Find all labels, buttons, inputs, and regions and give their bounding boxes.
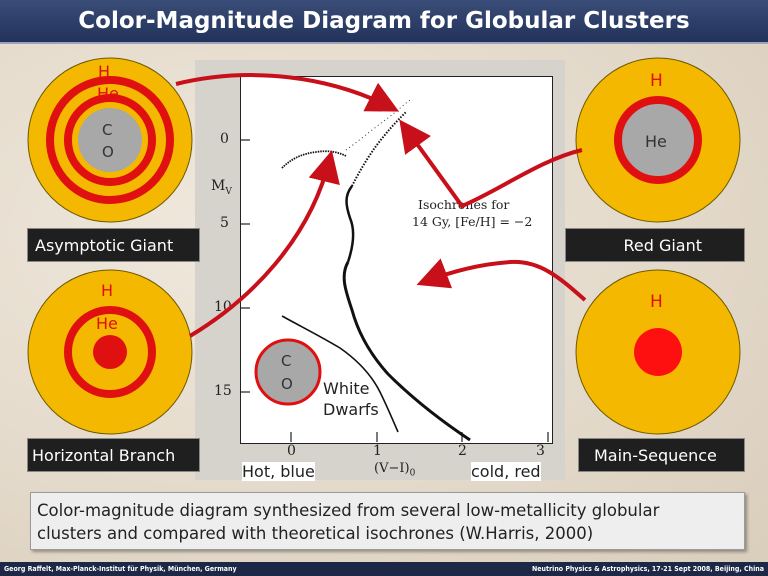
red-giant-branch bbox=[351, 111, 407, 187]
x-tick-label: 3 bbox=[536, 443, 545, 459]
asymptotic-giant-label: Asymptotic Giant bbox=[27, 228, 200, 262]
slide-title: Color-Magnitude Diagram for Globular Clu… bbox=[0, 0, 768, 44]
ms-shell-h-label: H bbox=[650, 292, 663, 312]
y-tick-label: 5 bbox=[220, 215, 229, 231]
main-sequence-label: Main-Sequence bbox=[578, 438, 745, 472]
x-axis-label: (V−I)0 bbox=[374, 461, 416, 479]
agb-core-o-label: O bbox=[102, 143, 114, 161]
hb-shell-he-label: He bbox=[96, 314, 118, 333]
y-tick-label: 10 bbox=[214, 299, 232, 315]
x-tick-label: 1 bbox=[373, 443, 382, 459]
agb-shell-he-label: He bbox=[97, 84, 119, 103]
isochrone-label: Isochrones for 14 Gy, [Fe/H] = −2 bbox=[412, 197, 533, 229]
y-tick-label: 0 bbox=[220, 131, 229, 147]
agb-shell-h-label: H bbox=[98, 62, 111, 81]
y-tick-label: 15 bbox=[214, 383, 232, 399]
main-sequence-track bbox=[342, 261, 471, 442]
red-giant-label: Red Giant bbox=[565, 228, 745, 262]
caption-line-1: Color-magnitude diagram synthesized from… bbox=[37, 501, 660, 520]
x-tick-label: 0 bbox=[287, 443, 296, 459]
y-axis-label: MV bbox=[211, 178, 232, 197]
footer-event: Neutrino Physics & Astrophysics, 17-21 S… bbox=[532, 565, 764, 573]
rg-shell-h-label: H bbox=[650, 71, 663, 91]
caption-line-2: clusters and compared with theoretical i… bbox=[37, 524, 594, 543]
footer-bar: Georg Raffelt, Max-Planck-Institut für P… bbox=[0, 562, 768, 576]
agb-track bbox=[345, 99, 411, 151]
hb-shell-h-label: H bbox=[101, 281, 114, 300]
white-dwarfs-label: White Dwarfs bbox=[323, 379, 379, 419]
x-tick-label: 2 bbox=[458, 443, 467, 459]
horizontal-branch-label: Horizontal Branch bbox=[27, 438, 200, 472]
subgiant-track bbox=[345, 185, 355, 263]
plot-ticks bbox=[240, 139, 549, 442]
horizontal-branch-track bbox=[281, 150, 347, 169]
rg-core-he-label: He bbox=[645, 132, 667, 151]
wd-core-c-label: C bbox=[281, 352, 292, 370]
agb-core-c-label: C bbox=[102, 121, 113, 139]
footer-author: Georg Raffelt, Max-Planck-Institut für P… bbox=[4, 565, 237, 573]
x-right-label: cold, red bbox=[471, 462, 541, 481]
wd-core-o-label: O bbox=[281, 375, 293, 393]
x-left-label: Hot, blue bbox=[242, 462, 315, 481]
caption-box: Color-magnitude diagram synthesized from… bbox=[30, 492, 745, 550]
